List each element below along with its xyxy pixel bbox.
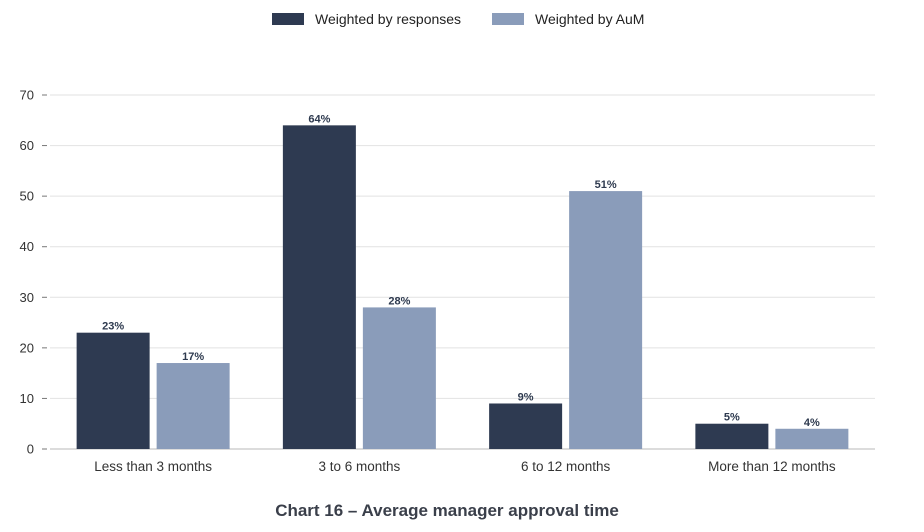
data-labels: 23% 17% 64% 28% 9% 51% 5% 4% [102, 113, 820, 428]
bar [156, 363, 230, 449]
bar [362, 307, 436, 449]
data-label: 28% [388, 295, 410, 307]
x-tick-label: 3 to 6 months [318, 459, 400, 474]
y-tick-label: 0 [27, 442, 34, 457]
y-tick-label: 20 [20, 340, 34, 355]
bars [76, 125, 849, 450]
x-tick-label: 6 to 12 months [521, 459, 611, 474]
legend-swatch [492, 13, 524, 25]
data-label: 17% [182, 351, 204, 363]
data-label: 5% [724, 412, 740, 424]
data-label: 9% [518, 391, 534, 403]
chart-title: Chart 16 – Average manager approval time [275, 501, 619, 520]
y-tick-label: 60 [20, 138, 34, 153]
y-tick-label: 40 [20, 239, 34, 254]
y-tick-label: 30 [20, 290, 34, 305]
y-axis: 0 10 20 30 40 50 60 70 [20, 88, 47, 457]
data-label: 51% [595, 179, 617, 191]
bar [76, 332, 150, 449]
data-label: 23% [102, 321, 124, 333]
y-tick-label: 70 [20, 88, 34, 103]
legend: Weighted by responses Weighted by AuM [272, 11, 644, 27]
bar [695, 423, 769, 449]
data-label: 64% [308, 113, 330, 125]
bar [489, 403, 563, 449]
x-tick-label: More than 12 months [708, 459, 836, 474]
x-axis: Less than 3 months 3 to 6 months 6 to 12 m… [94, 459, 836, 474]
x-tick-label: Less than 3 months [94, 459, 212, 474]
legend-label: Weighted by AuM [535, 11, 644, 27]
data-label: 4% [804, 417, 820, 429]
legend-swatch [272, 13, 304, 25]
bar [775, 428, 849, 449]
legend-label: Weighted by responses [315, 11, 461, 27]
bar [569, 191, 643, 450]
y-tick-label: 10 [20, 391, 34, 406]
bar [282, 125, 356, 449]
y-tick-label: 50 [20, 189, 34, 204]
